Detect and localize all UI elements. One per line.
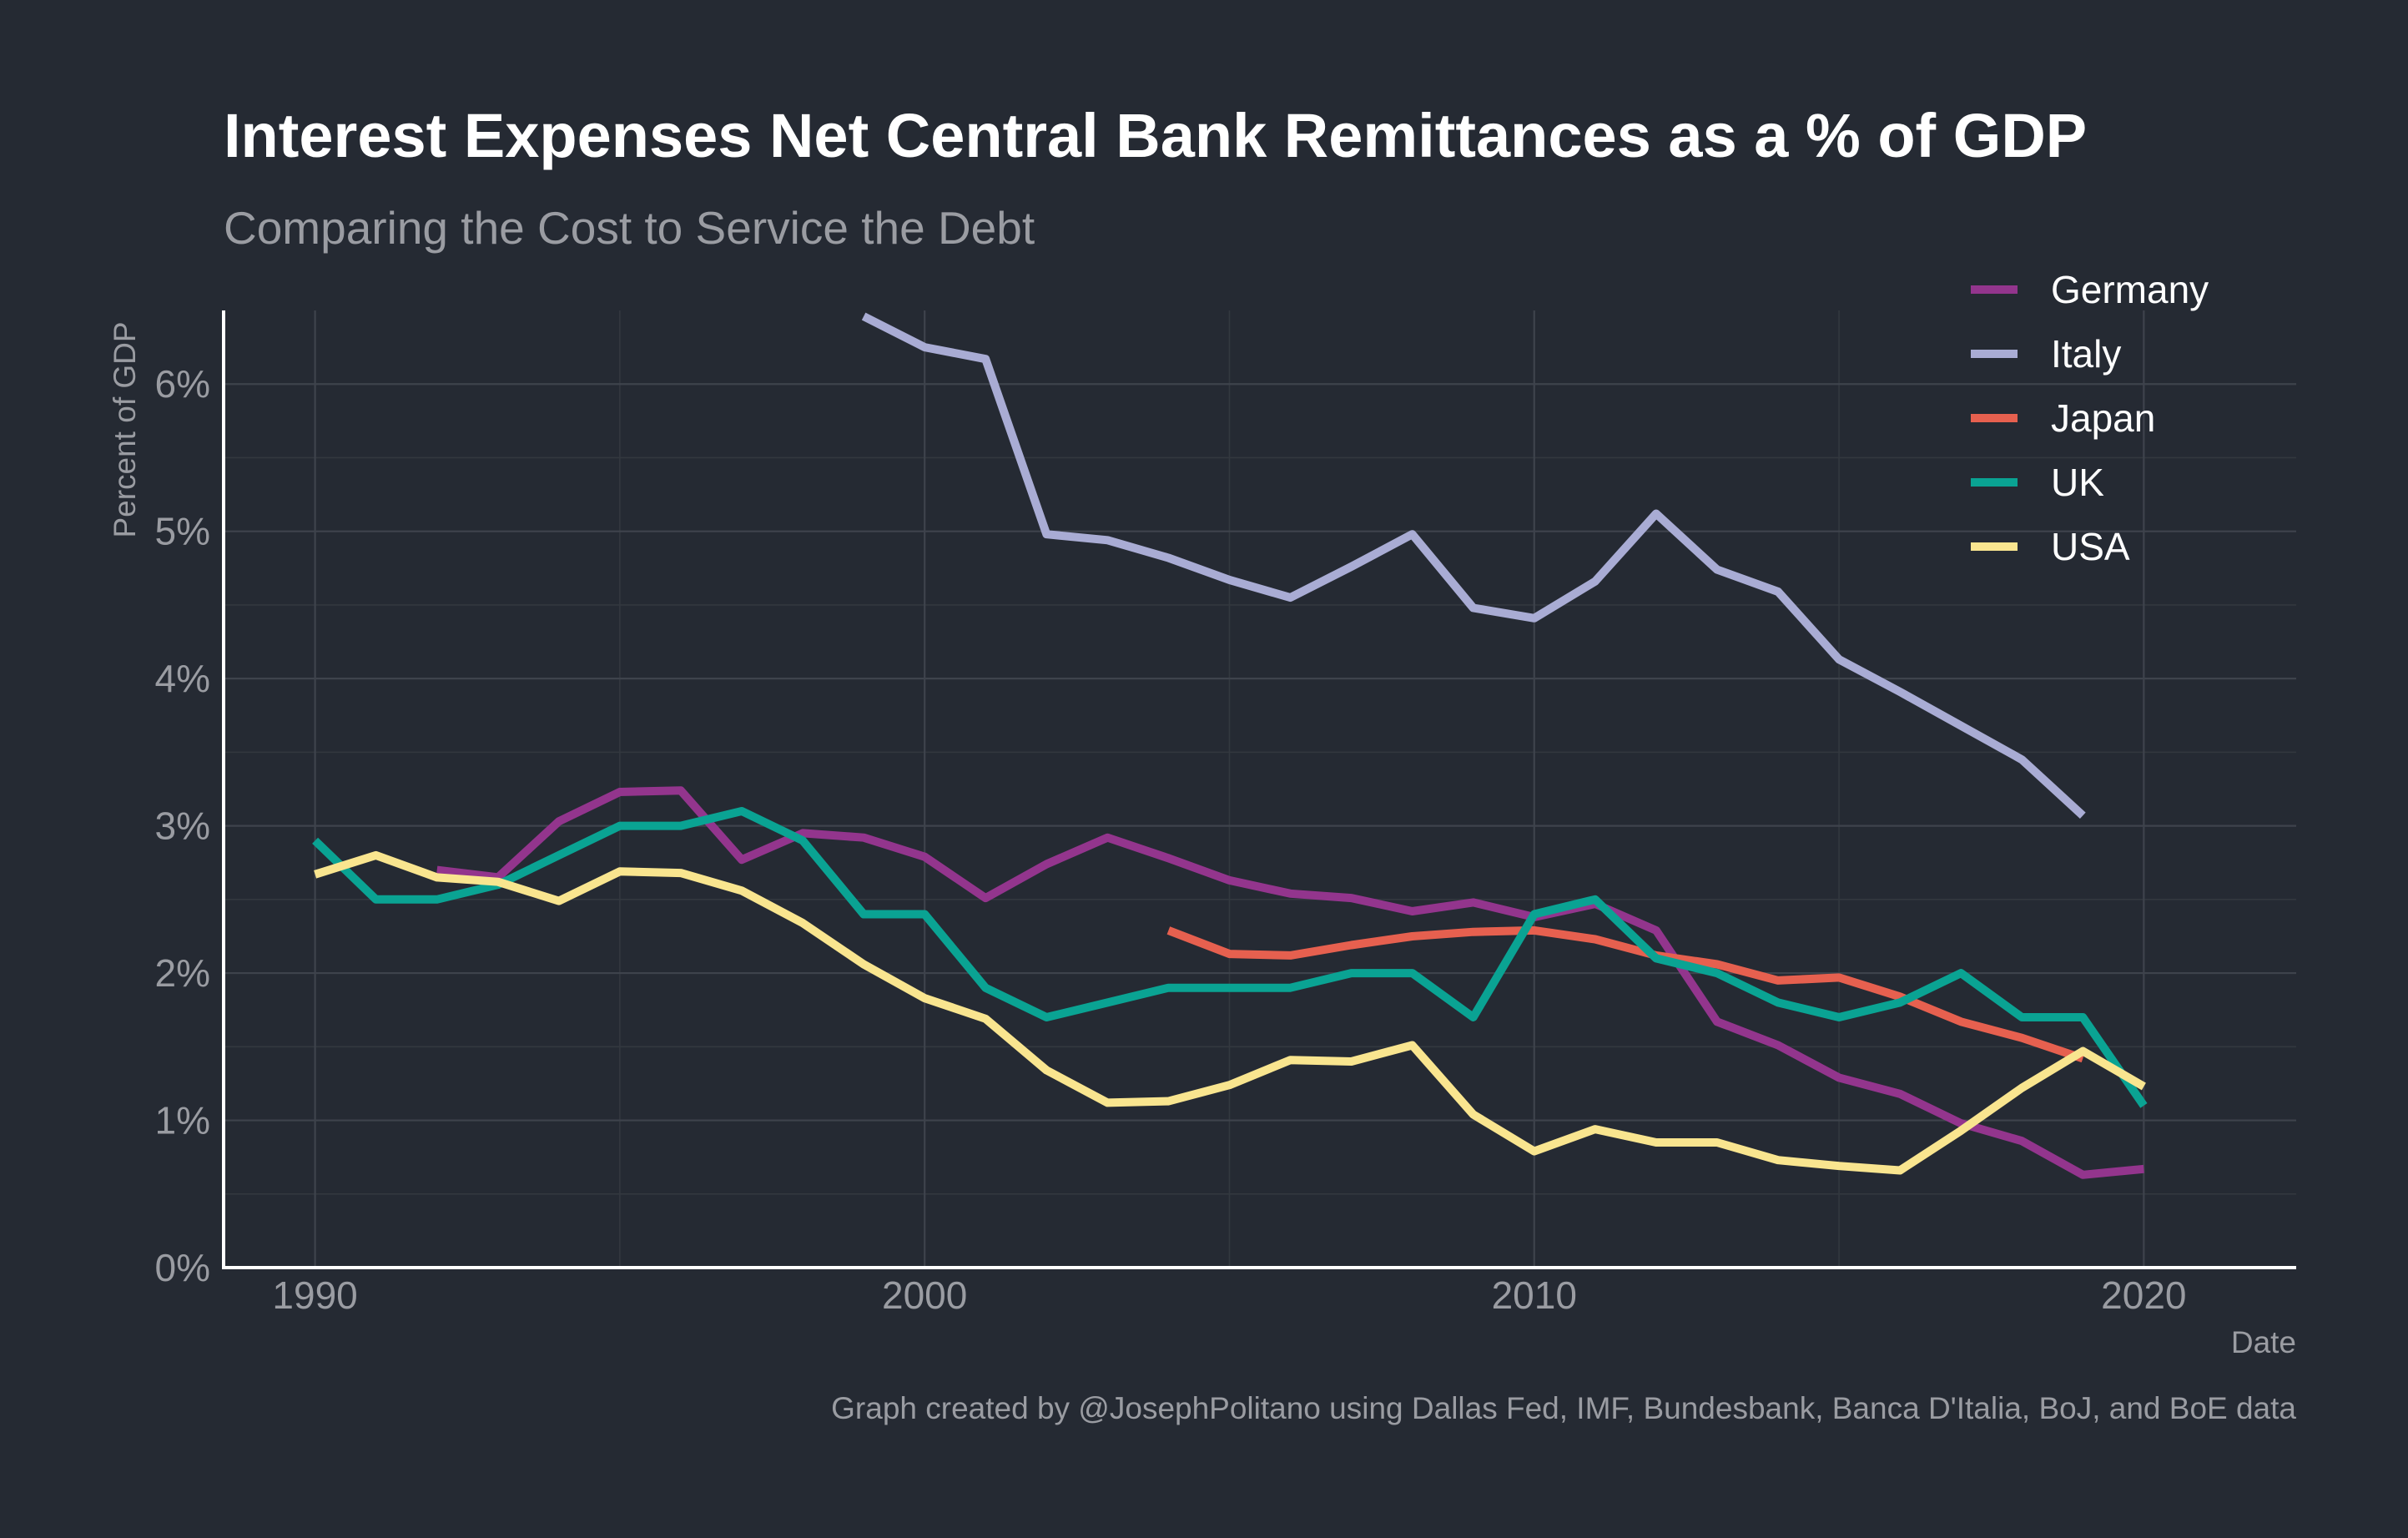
legend-label-usa: USA [2051, 525, 2130, 568]
y-axis-title: Percent of GDP [108, 321, 142, 537]
series-lines [312, 312, 2148, 1179]
y-tick-label: 6% [155, 362, 210, 406]
series-line-uk [312, 807, 2148, 1108]
series-line-japan [1166, 925, 2084, 1063]
legend-label-japan: Japan [2051, 396, 2155, 440]
x-axis-title: Date [2231, 1325, 2296, 1359]
y-tick-label: 2% [155, 951, 210, 995]
series-line-germany [436, 786, 2144, 1179]
series-line-usa [314, 850, 2146, 1175]
y-tick-label: 4% [155, 657, 210, 700]
y-axis-ticks: 0% 1% 2% 3% 4% 5% 6% [155, 362, 210, 1289]
series-line-italy [861, 312, 2086, 819]
chart-title: Interest Expenses Net Central Bank Remit… [224, 101, 2087, 170]
x-axis-ticks: 1990 2000 2010 2020 [272, 1273, 2186, 1317]
y-tick-label: 0% [155, 1246, 210, 1289]
x-tick-label: 1990 [272, 1273, 357, 1317]
x-tick-label: 2020 [2101, 1273, 2186, 1317]
chart-caption: Graph created by @JosephPolitano using D… [831, 1391, 2296, 1425]
legend-label-italy: Italy [2051, 332, 2121, 376]
x-tick-label: 2000 [882, 1273, 967, 1317]
y-tick-label: 5% [155, 510, 210, 553]
x-tick-label: 2010 [1492, 1273, 1577, 1317]
chart-subtitle: Comparing the Cost to Service the Debt [224, 202, 1035, 254]
legend-label-uk: UK [2051, 461, 2104, 504]
legend-label-germany: Germany [2051, 268, 2209, 311]
legend: Germany Italy Japan UK USA [1971, 268, 2209, 568]
y-tick-label: 1% [155, 1099, 210, 1142]
y-tick-label: 3% [155, 804, 210, 848]
